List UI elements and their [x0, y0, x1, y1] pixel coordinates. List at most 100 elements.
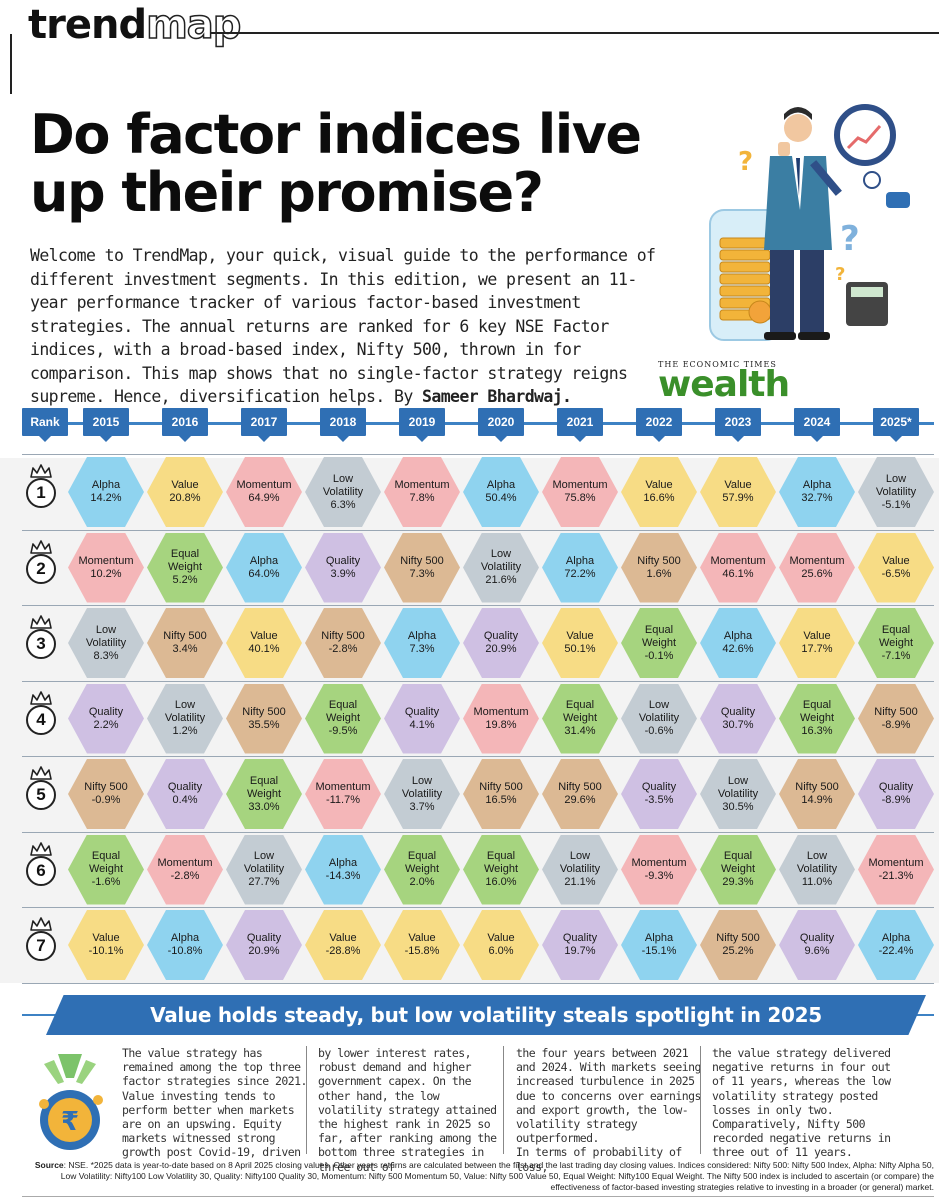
svg-text:₹: ₹ — [61, 1107, 79, 1137]
factor-cell: Quality -3.5% — [621, 759, 697, 829]
factor-name: Nifty 500 — [558, 781, 602, 793]
factor-return: -22.4% — [878, 945, 914, 957]
factor-name: Weight — [404, 863, 440, 875]
factor-return: 31.4% — [564, 725, 596, 737]
factor-cell: Low Volatility 3.7% — [384, 759, 460, 829]
factor-name: Weight — [720, 863, 756, 875]
factor-return: 64.9% — [248, 492, 280, 504]
factor-return: 27.7% — [248, 876, 280, 888]
factor-cell: Equal Weight -9.5% — [305, 683, 381, 754]
factor-name: Momentum — [315, 781, 371, 793]
factor-return: 16.3% — [801, 725, 833, 737]
factor-name: Nifty 500 — [84, 781, 128, 793]
factor-name: Momentum — [789, 554, 845, 567]
factor-return: -9.5% — [328, 725, 358, 737]
factor-name: Weight — [167, 561, 203, 573]
svg-text:?: ? — [835, 264, 845, 285]
factor-return: 72.2% — [564, 567, 596, 580]
factor-cell: Alpha -15.1% — [621, 910, 697, 980]
factor-name: Value — [171, 479, 199, 491]
factor-cell: Alpha -14.3% — [305, 834, 381, 905]
row-divider — [22, 982, 934, 984]
author-byline: Sameer Bhardwaj. — [422, 387, 572, 406]
factor-cell: Quality 20.9% — [226, 910, 302, 980]
factor-name: Equal — [407, 850, 437, 862]
factor-return: 10.2% — [90, 567, 122, 580]
factor-cell: Nifty 500 29.6% — [542, 759, 618, 829]
rank-badge: 2 — [24, 539, 58, 590]
factor-return: -7.1% — [881, 649, 911, 662]
factor-cell: Low Volatility -0.6% — [621, 683, 697, 754]
factor-return: 20.9% — [248, 945, 280, 957]
factor-name: Volatility — [401, 787, 443, 800]
article-column-2: by lower interest rates, robust demand a… — [318, 1046, 497, 1174]
factor-name: Alpha — [565, 554, 595, 567]
factor-return: -5.1% — [881, 498, 911, 511]
factor-return: 40.1% — [248, 643, 280, 655]
factor-name: Weight — [878, 636, 914, 649]
factor-return: 21.1% — [564, 876, 596, 888]
factor-name: Value — [250, 630, 278, 642]
factor-cell: Quality 4.1% — [384, 683, 460, 754]
factor-return: -11.7% — [325, 794, 361, 806]
rank-number: 3 — [26, 629, 56, 659]
factor-name: Alpha — [644, 932, 674, 944]
factor-cell: Nifty 500 -8.9% — [858, 683, 934, 754]
column-separator — [700, 1046, 701, 1154]
row-divider — [22, 605, 934, 606]
factor-return: -21.3% — [878, 869, 914, 882]
intro-paragraph: Welcome to TrendMap, your quick, visual … — [30, 246, 656, 406]
factor-name: Quality — [167, 781, 203, 793]
column-header-year: 2022 — [636, 408, 682, 442]
rank-number: 5 — [26, 780, 56, 810]
factor-cell: Value -6.5% — [858, 532, 934, 603]
factor-return: 17.7% — [801, 643, 833, 655]
factor-name: Value — [566, 630, 594, 642]
article-column-1: The value strategy has remained among th… — [122, 1046, 307, 1160]
rank-badge: 4 — [24, 690, 58, 741]
factor-name: Quality — [88, 705, 124, 718]
factor-cell: Alpha -22.4% — [858, 910, 934, 980]
factor-name: Alpha — [407, 630, 437, 642]
article-column-4: the value strategy delivered negative re… — [712, 1046, 891, 1160]
factor-cell: Nifty 500 1.6% — [621, 532, 697, 603]
factor-name: Quality — [325, 554, 361, 567]
factor-name: Weight — [88, 863, 124, 875]
factor-return: 29.3% — [722, 876, 754, 888]
factor-cell: Momentum 10.2% — [68, 532, 144, 603]
factor-name: Weight — [246, 787, 282, 800]
factor-return: 33.0% — [248, 800, 280, 813]
factor-cell: Low Volatility -5.1% — [858, 457, 934, 527]
factor-cell: Momentum -21.3% — [858, 834, 934, 905]
factor-name: Value — [882, 554, 910, 567]
rank-badge: 1 — [24, 464, 58, 514]
factor-return: 25.6% — [801, 567, 833, 580]
factor-name: Low — [490, 548, 512, 560]
factor-return: 11.0% — [801, 876, 833, 888]
factor-return: 6.3% — [330, 498, 356, 511]
factor-cell: Alpha 72.2% — [542, 532, 618, 603]
factor-return: -0.6% — [644, 725, 674, 737]
column-header-year: 2015 — [83, 408, 129, 442]
factor-name: Low — [727, 774, 749, 787]
factor-name: Nifty 500 — [479, 781, 523, 793]
factor-name: Volatility — [322, 485, 364, 498]
row-divider — [22, 680, 934, 682]
factor-name: Volatility — [164, 712, 206, 724]
factor-name: Momentum — [868, 856, 924, 869]
factor-name: Quality — [404, 705, 440, 718]
rank-badge: 6 — [24, 841, 58, 892]
column-header-year: 2019 — [399, 408, 445, 442]
factor-cell: Value 40.1% — [226, 608, 302, 678]
column-header-year: 2020 — [478, 408, 524, 442]
factor-cell: Equal Weight 31.4% — [542, 683, 618, 754]
factor-name: Nifty 500 — [163, 630, 207, 642]
factor-return: 7.3% — [409, 643, 435, 655]
factor-return: 6.0% — [488, 945, 514, 957]
factor-cell: Alpha 50.4% — [463, 457, 539, 527]
factor-cell: Alpha -10.8% — [147, 910, 223, 980]
factor-cell: Equal Weight -7.1% — [858, 608, 934, 678]
factor-return: -6.5% — [881, 567, 911, 580]
factor-name: Volatility — [875, 485, 917, 498]
factor-name: Quality — [878, 781, 914, 793]
